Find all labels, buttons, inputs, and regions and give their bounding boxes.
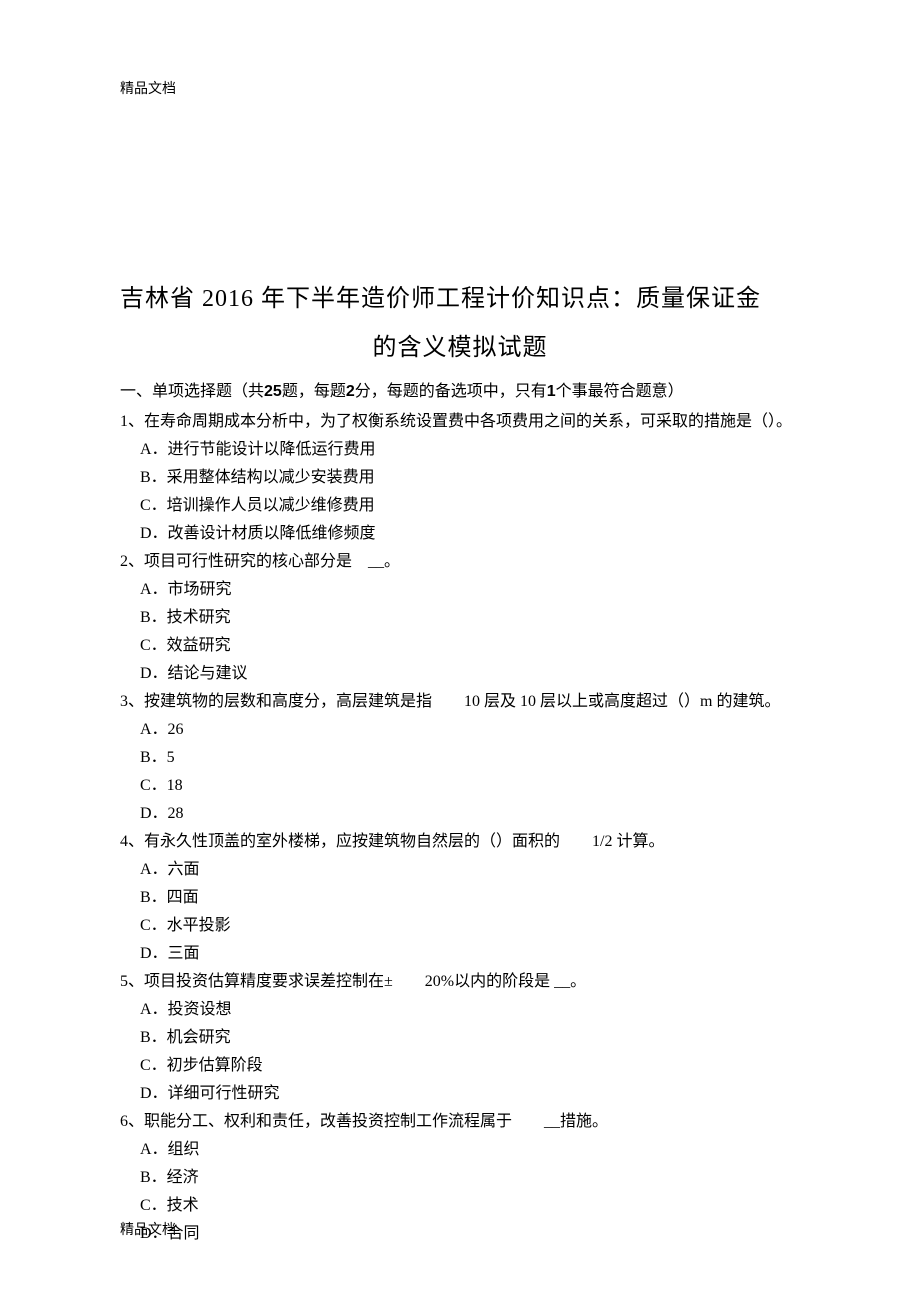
instruction-count: 25 bbox=[264, 383, 282, 400]
question-option: B．四面 bbox=[120, 884, 800, 912]
question-stem: 5、项目投资估算精度要求误差控制在± 20%以内的阶段是 __。 bbox=[120, 968, 800, 996]
question-option: D．28 bbox=[120, 800, 800, 828]
footer-watermark: 精品文档 bbox=[120, 1219, 176, 1239]
question-option: D．结论与建议 bbox=[120, 660, 800, 688]
question-option: B．机会研究 bbox=[120, 1024, 800, 1052]
instruction-prefix: 一、单项选择题（共 bbox=[120, 383, 264, 400]
question-option: A．26 bbox=[120, 716, 800, 744]
header-watermark: 精品文档 bbox=[120, 78, 800, 98]
question-option: A．进行节能设计以降低运行费用 bbox=[120, 436, 800, 464]
instruction-one: 1 bbox=[547, 383, 556, 400]
title-line-1: 吉林省 2016 年下半年造价师工程计价知识点：质量保证金 bbox=[120, 278, 800, 313]
question-stem: 1、在寿命周期成本分析中，为了权衡系统设置费中各项费用之间的关系，可采取的措施是… bbox=[120, 408, 800, 436]
document-page: 精品文档 吉林省 2016 年下半年造价师工程计价知识点：质量保证金 的含义模拟… bbox=[0, 0, 920, 1303]
question-option: C．18 bbox=[120, 772, 800, 800]
question-option: A．组织 bbox=[120, 1136, 800, 1164]
question-option: A．六面 bbox=[120, 856, 800, 884]
question-stem: 6、职能分工、权利和责任，改善投资控制工作流程属于 __措施。 bbox=[120, 1108, 800, 1136]
instruction-mid2: 分，每题的备选项中，只有 bbox=[355, 383, 547, 400]
question-option: C．培训操作人员以减少维修费用 bbox=[120, 492, 800, 520]
section-instruction: 一、单项选择题（共25题，每题2分，每题的备选项中，只有1个事最符合题意） bbox=[120, 378, 800, 406]
instruction-suffix: 个事最符合题意） bbox=[556, 383, 684, 400]
question-option: A．投资设想 bbox=[120, 996, 800, 1024]
question-option: C．效益研究 bbox=[120, 632, 800, 660]
question-option: A．市场研究 bbox=[120, 576, 800, 604]
instruction-mid1: 题，每题 bbox=[282, 383, 346, 400]
question-option: D．合同 bbox=[120, 1220, 800, 1248]
question-stem: 3、按建筑物的层数和高度分，高层建筑是指 10 层及 10 层以上或高度超过（）… bbox=[120, 688, 800, 716]
question-option: D．详细可行性研究 bbox=[120, 1080, 800, 1108]
question-option: B．5 bbox=[120, 744, 800, 772]
question-option: B．技术研究 bbox=[120, 604, 800, 632]
question-option: C．水平投影 bbox=[120, 912, 800, 940]
question-option: D．三面 bbox=[120, 940, 800, 968]
question-option: B．经济 bbox=[120, 1164, 800, 1192]
question-stem: 4、有永久性顶盖的室外楼梯，应按建筑物自然层的（）面积的 1/2 计算。 bbox=[120, 828, 800, 856]
question-option: C．技术 bbox=[120, 1192, 800, 1220]
title-line-2: 的含义模拟试题 bbox=[120, 327, 800, 362]
question-option: B．采用整体结构以减少安装费用 bbox=[120, 464, 800, 492]
question-option: C．初步估算阶段 bbox=[120, 1052, 800, 1080]
question-stem: 2、项目可行性研究的核心部分是 __。 bbox=[120, 548, 800, 576]
instruction-points: 2 bbox=[346, 383, 355, 400]
question-option: D．改善设计材质以降低维修频度 bbox=[120, 520, 800, 548]
